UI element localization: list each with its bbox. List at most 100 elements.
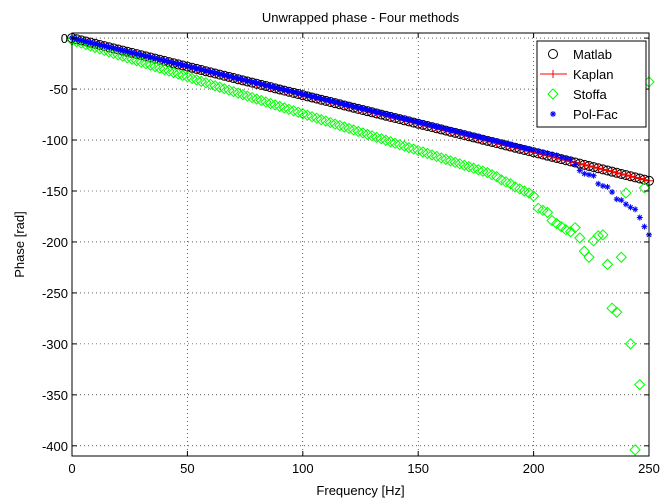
y-tick-label: -300: [42, 337, 68, 352]
y-tick-label: -150: [42, 184, 68, 199]
data-point: [612, 168, 621, 177]
data-point: [553, 152, 560, 159]
data-point: [615, 251, 628, 263]
data-point: [569, 221, 581, 234]
grid: [71, 33, 650, 456]
data-point: [634, 378, 646, 391]
legend-item: Matlab: [548, 47, 612, 62]
data-point: [594, 164, 603, 173]
data-point: [583, 251, 595, 263]
data-point: [574, 232, 586, 244]
y-tick-label: -100: [42, 133, 68, 148]
data-point: [558, 154, 565, 161]
legend-box: [536, 40, 647, 128]
data-point: [604, 183, 611, 190]
data-point: [452, 128, 459, 135]
data-point: [544, 150, 551, 157]
data-point: [627, 204, 634, 211]
data-point: [622, 201, 629, 208]
data-point: [589, 163, 598, 172]
x-tick-label: 100: [292, 461, 314, 476]
data-point: [620, 187, 632, 199]
y-tick-label: -200: [42, 235, 68, 250]
data-point: [527, 190, 540, 202]
y-tick-label: -350: [42, 388, 68, 403]
data-point: [546, 214, 558, 227]
data-point: [578, 245, 591, 257]
data-point: [581, 170, 588, 177]
data-point: [636, 214, 643, 221]
data-point: [584, 161, 593, 170]
data-point: [609, 189, 616, 196]
x-tick-label: 0: [68, 461, 75, 476]
data-point: [613, 196, 620, 203]
data-point: [564, 226, 577, 238]
data-point: [541, 206, 554, 219]
data-point: [548, 49, 558, 59]
data-point: [549, 70, 557, 78]
chart-title: Unwrapped phase - Four methods: [262, 10, 460, 25]
data-point: [504, 178, 517, 190]
series-layer: [66, 33, 655, 456]
data-point: [547, 88, 559, 100]
data-point: [621, 171, 630, 180]
x-axis-label: Frequency [Hz]: [316, 483, 404, 498]
data-point: [251, 79, 258, 86]
data-point: [592, 230, 604, 242]
data-point: [575, 159, 584, 168]
data-point: [562, 155, 569, 162]
x-tick-label: 250: [638, 461, 660, 476]
legend-item: Kaplan: [540, 67, 613, 82]
x-tick-label: 150: [407, 461, 429, 476]
data-point: [535, 148, 542, 155]
data-point: [576, 167, 583, 174]
data-point: [601, 258, 614, 271]
data-point: [618, 197, 625, 204]
data-point: [608, 167, 617, 176]
data-point: [142, 53, 149, 60]
data-point: [597, 229, 609, 241]
y-tick-label: 0: [61, 31, 68, 46]
data-point: [490, 171, 503, 183]
legend-label: Matlab: [573, 47, 612, 62]
data-point: [484, 136, 491, 143]
data-point: [530, 147, 537, 154]
data-point: [638, 182, 651, 194]
plot-frame: [71, 32, 650, 457]
data-point: [617, 169, 626, 178]
data-point: [322, 96, 329, 103]
x-tick-label: 200: [523, 461, 545, 476]
legend-label: Stoffa: [573, 87, 608, 102]
legend-label: Pol-Fac: [573, 107, 618, 122]
data-point: [629, 444, 641, 456]
data-point: [631, 173, 640, 182]
data-point: [555, 220, 568, 233]
data-point: [595, 180, 602, 187]
series-pol-fac: [69, 35, 652, 238]
data-point: [610, 306, 623, 318]
axis-ticks: 0 50 100 150 200 250 0 -50 -100 -150 -200 -250 -300 -…: [42, 31, 660, 476]
data-point: [585, 171, 592, 178]
data-point: [572, 161, 579, 168]
data-point: [539, 149, 546, 156]
y-tick-label: -400: [42, 439, 68, 454]
data-point: [550, 111, 556, 117]
y-tick-label: -250: [42, 286, 68, 301]
data-point: [603, 166, 612, 175]
data-point: [477, 134, 484, 141]
data-point: [550, 217, 563, 230]
data-point: [580, 160, 589, 169]
legend: Matlab Kaplan Stoffa Pol-Fac: [536, 40, 647, 128]
legend-label: Kaplan: [573, 67, 613, 82]
data-point: [626, 172, 635, 181]
data-point: [624, 338, 637, 350]
data-point: [567, 156, 574, 163]
data-point: [228, 73, 235, 80]
data-point: [598, 165, 607, 174]
data-point: [635, 174, 644, 183]
data-point: [549, 151, 556, 158]
data-point: [590, 172, 597, 179]
data-point: [426, 121, 433, 128]
x-tick-label: 50: [180, 461, 194, 476]
